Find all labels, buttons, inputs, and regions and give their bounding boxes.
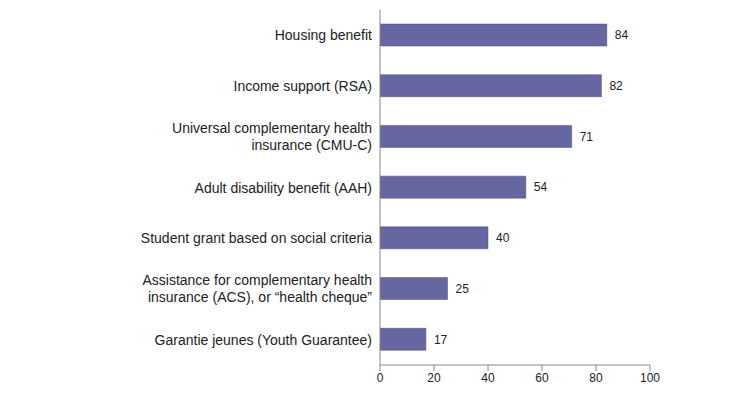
svg-text:0: 0 [377,371,384,385]
svg-text:82: 82 [609,79,623,93]
svg-text:Garantie jeunes (Youth Guarant: Garantie jeunes (Youth Guarantee) [155,332,372,348]
svg-text:Assistance for complementary h: Assistance for complementary healthinsur… [142,272,372,305]
svg-text:Income support (RSA): Income support (RSA) [234,78,373,94]
svg-text:20: 20 [427,371,441,385]
svg-text:17: 17 [434,333,448,347]
svg-text:80: 80 [589,371,603,385]
svg-text:84: 84 [615,28,629,42]
svg-text:25: 25 [456,282,470,296]
svg-text:Adult disability benefit (AAH): Adult disability benefit (AAH) [195,180,372,196]
svg-text:100: 100 [640,371,660,385]
svg-text:Universal complementary health: Universal complementary healthinsurance … [172,120,372,153]
svg-text:40: 40 [481,371,495,385]
svg-text:Housing benefit: Housing benefit [275,27,372,43]
svg-text:71: 71 [580,130,594,144]
svg-text:Student grant based on social: Student grant based on social criteria [141,230,372,246]
svg-text:40: 40 [496,231,510,245]
svg-text:60: 60 [535,371,549,385]
svg-text:54: 54 [534,180,548,194]
